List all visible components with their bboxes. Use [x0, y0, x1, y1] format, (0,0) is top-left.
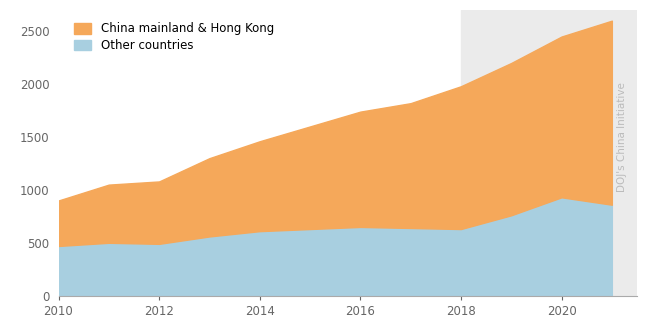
Text: DOJ's China Initiative: DOJ's China Initiative	[617, 82, 627, 192]
Bar	[461, 10, 637, 296]
Legend: China mainland & Hong Kong, Other countries: China mainland & Hong Kong, Other countr…	[70, 19, 278, 55]
